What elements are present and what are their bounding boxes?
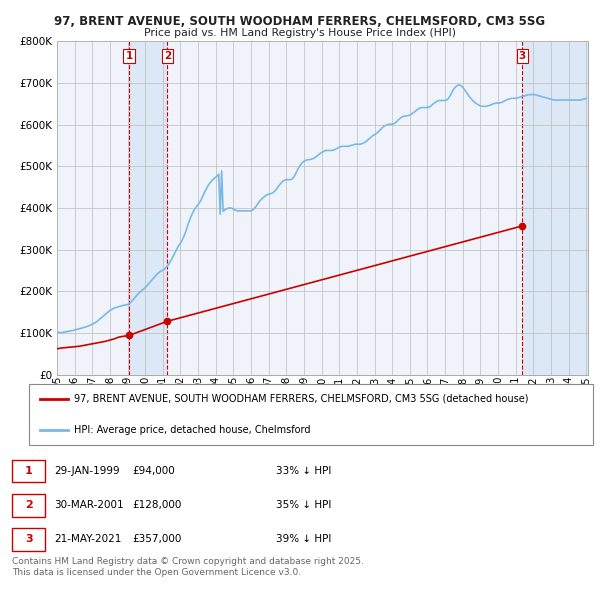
Text: HPI: Average price, detached house, Chelmsford: HPI: Average price, detached house, Chel… — [74, 425, 310, 435]
Bar — [12, 528, 45, 550]
Text: 3: 3 — [25, 535, 32, 544]
Bar — [523, 41, 588, 375]
Bar — [12, 460, 45, 483]
Text: £94,000: £94,000 — [132, 466, 175, 476]
Text: Contains HM Land Registry data © Crown copyright and database right 2025.
This d: Contains HM Land Registry data © Crown c… — [12, 558, 364, 577]
Text: 35% ↓ HPI: 35% ↓ HPI — [276, 500, 331, 510]
Bar — [12, 494, 45, 517]
Text: 21-MAY-2021: 21-MAY-2021 — [54, 535, 121, 544]
Text: 1: 1 — [125, 51, 133, 61]
Text: £357,000: £357,000 — [132, 535, 181, 544]
Text: 33% ↓ HPI: 33% ↓ HPI — [276, 466, 331, 476]
Bar — [129, 41, 167, 375]
Text: 97, BRENT AVENUE, SOUTH WOODHAM FERRERS, CHELMSFORD, CM3 5SG (detached house): 97, BRENT AVENUE, SOUTH WOODHAM FERRERS,… — [74, 394, 529, 404]
Text: 3: 3 — [519, 51, 526, 61]
Text: Price paid vs. HM Land Registry's House Price Index (HPI): Price paid vs. HM Land Registry's House … — [144, 28, 456, 38]
Text: 39% ↓ HPI: 39% ↓ HPI — [276, 535, 331, 544]
Text: 1: 1 — [25, 466, 32, 476]
Text: 2: 2 — [164, 51, 171, 61]
Text: 29-JAN-1999: 29-JAN-1999 — [54, 466, 119, 476]
Text: 97, BRENT AVENUE, SOUTH WOODHAM FERRERS, CHELMSFORD, CM3 5SG: 97, BRENT AVENUE, SOUTH WOODHAM FERRERS,… — [55, 15, 545, 28]
Text: 2: 2 — [25, 500, 32, 510]
Text: 30-MAR-2001: 30-MAR-2001 — [54, 500, 124, 510]
Text: £128,000: £128,000 — [132, 500, 181, 510]
